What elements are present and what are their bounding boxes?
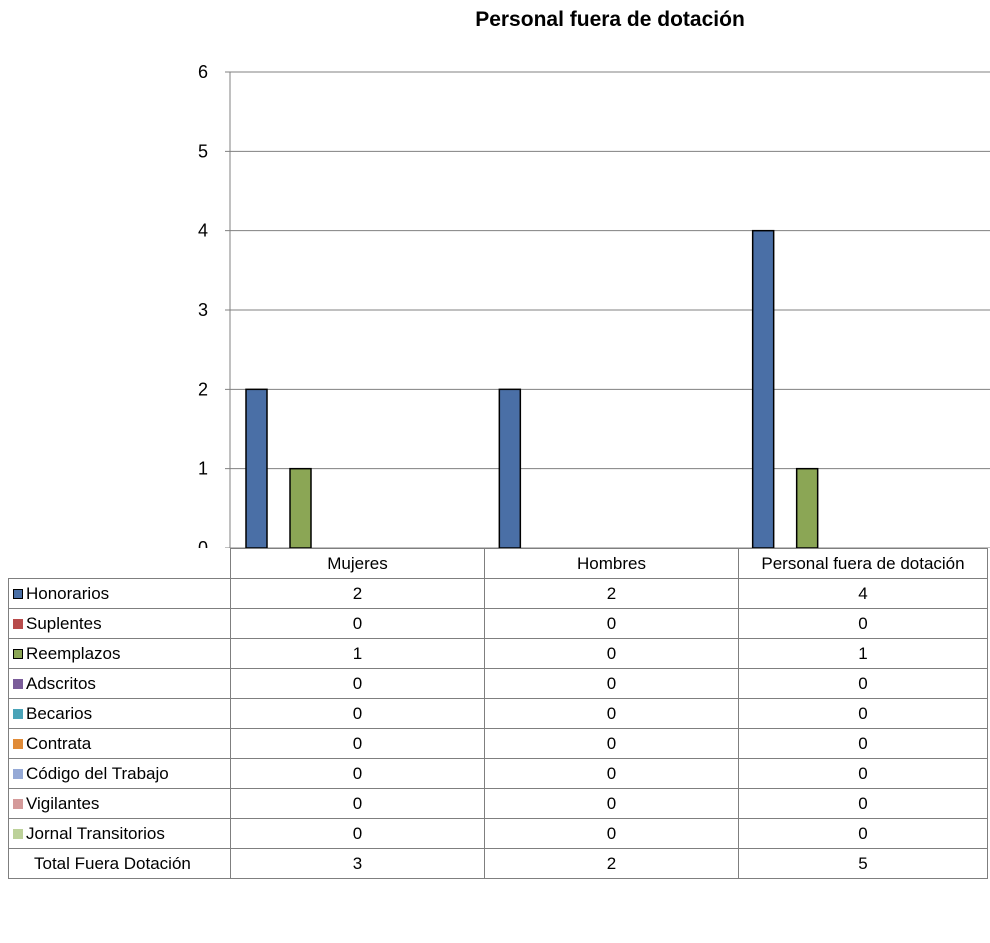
series-label: Código del Trabajo (8, 758, 231, 789)
table-row: Honorarios 2 2 4 (8, 578, 988, 609)
y-tick-label: 4 (198, 221, 208, 241)
series-name: Reemplazos (26, 643, 121, 663)
table-cell: 1 (230, 638, 485, 669)
y-tick-label: 5 (198, 141, 208, 161)
series-name: Adscritos (26, 673, 96, 693)
table-row: Código del Trabajo 0 0 0 (8, 758, 988, 789)
table-cell: 0 (738, 668, 988, 699)
legend-swatch-icon (13, 708, 23, 719)
table-cell: 0 (484, 728, 739, 759)
table-cell: 0 (484, 638, 739, 669)
series-label: Honorarios (8, 578, 231, 609)
table-cell: 0 (484, 818, 739, 849)
table-corner (8, 548, 231, 579)
table-row: Jornal Transitorios 0 0 0 (8, 818, 988, 849)
series-name: Código del Trabajo (26, 763, 169, 783)
legend-swatch-icon (13, 828, 23, 839)
table-header-row: Mujeres Hombres Personal fuera de dotación (8, 548, 988, 579)
total-label: Total Fuera Dotación (8, 848, 231, 879)
table-cell: 0 (738, 698, 988, 729)
series-label: Adscritos (8, 668, 231, 699)
bar (751, 229, 775, 548)
bar (498, 388, 522, 548)
table-cell: 4 (738, 578, 988, 609)
series-label: Reemplazos (8, 638, 231, 669)
series-name: Honorarios (26, 583, 110, 603)
table-cell: 0 (484, 698, 739, 729)
table-cell: 0 (738, 608, 988, 639)
table-cell: 0 (738, 788, 988, 819)
legend-swatch-icon (13, 798, 23, 809)
table-cell: 0 (230, 758, 485, 789)
series-label: Vigilantes (8, 788, 231, 819)
data-table: Mujeres Hombres Personal fuera de dotación… (8, 548, 988, 879)
table-cell: 0 (738, 818, 988, 849)
table-cell: 0 (230, 788, 485, 819)
series-label: Becarios (8, 698, 231, 729)
series-name: Vigilantes (26, 793, 100, 813)
bar (245, 388, 268, 548)
table-cell: 0 (230, 728, 485, 759)
table-cell: 2 (230, 578, 485, 609)
chart-title: Personal fuera de dotación (475, 8, 745, 31)
y-tick-label: 1 (198, 459, 208, 479)
table-cell: 0 (484, 668, 739, 699)
legend-swatch-icon (13, 618, 23, 629)
table-row: Vigilantes 0 0 0 (8, 788, 988, 819)
total-cell: 3 (230, 848, 485, 879)
legend-swatch-icon (13, 588, 23, 599)
bar-chart-plot: 0 1 2 3 4 5 6 (198, 62, 990, 548)
legend-swatch-icon (13, 738, 23, 749)
series-name: Suplentes (26, 613, 102, 633)
table-cell: 0 (230, 698, 485, 729)
series-name: Becarios (26, 703, 93, 723)
table-cell: 0 (738, 758, 988, 789)
legend-swatch-icon (13, 678, 23, 689)
table-cell: 0 (484, 608, 739, 639)
y-tick-label: 2 (198, 379, 208, 399)
series-name: Jornal Transitorios (26, 823, 165, 843)
table-row: Becarios 0 0 0 (8, 698, 988, 729)
total-cell: 5 (738, 848, 988, 879)
table-cell: 0 (738, 728, 988, 759)
category-label: Hombres (484, 548, 739, 579)
series-name: Contrata (26, 733, 92, 753)
category-label: Personal fuera de dotación (738, 548, 988, 579)
series-label: Contrata (8, 728, 231, 759)
table-row: Reemplazos 1 0 1 (8, 638, 988, 669)
table-row: Contrata 0 0 0 (8, 728, 988, 759)
table-row: Adscritos 0 0 0 (8, 668, 988, 699)
table-row: Suplentes 0 0 0 (8, 608, 988, 639)
series-label: Jornal Transitorios (8, 818, 231, 849)
category-label: Mujeres (230, 548, 485, 579)
table-cell: 0 (484, 788, 739, 819)
y-tick-label: 3 (198, 300, 208, 320)
y-tick-label: 0 (198, 538, 208, 548)
table-cell: 0 (230, 668, 485, 699)
bar (289, 467, 312, 548)
legend-swatch-icon (13, 648, 23, 659)
total-cell: 2 (484, 848, 739, 879)
total-row: Total Fuera Dotación 3 2 5 (8, 848, 988, 879)
y-tick-label: 6 (198, 62, 208, 82)
legend-swatch-icon (13, 768, 23, 779)
table-cell: 1 (738, 638, 988, 669)
table-cell: 0 (230, 608, 485, 639)
bar (795, 467, 819, 548)
series-label: Suplentes (8, 608, 231, 639)
table-cell: 0 (484, 758, 739, 789)
table-cell: 0 (230, 818, 485, 849)
table-cell: 2 (484, 578, 739, 609)
